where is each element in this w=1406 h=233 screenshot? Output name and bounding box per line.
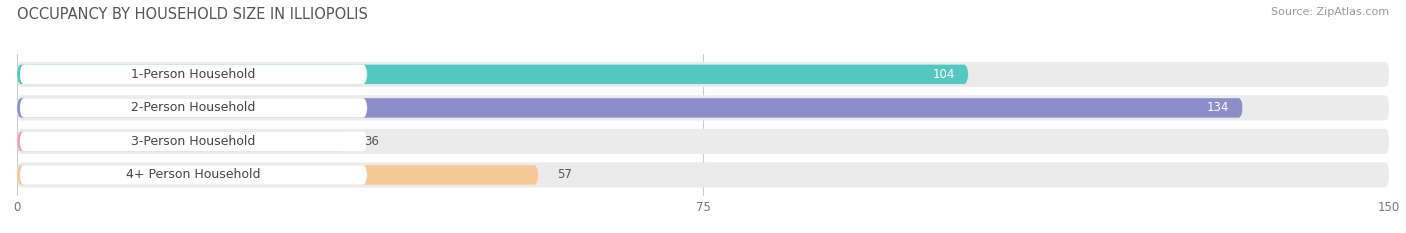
Text: 104: 104: [932, 68, 955, 81]
FancyBboxPatch shape: [17, 129, 1389, 154]
Text: 134: 134: [1206, 101, 1229, 114]
FancyBboxPatch shape: [17, 62, 1389, 87]
Text: 1-Person Household: 1-Person Household: [131, 68, 256, 81]
Text: OCCUPANCY BY HOUSEHOLD SIZE IN ILLIOPOLIS: OCCUPANCY BY HOUSEHOLD SIZE IN ILLIOPOLI…: [17, 7, 368, 22]
FancyBboxPatch shape: [20, 132, 367, 151]
Text: 3-Person Household: 3-Person Household: [131, 135, 256, 148]
Text: 4+ Person Household: 4+ Person Household: [127, 168, 260, 182]
FancyBboxPatch shape: [17, 132, 346, 151]
FancyBboxPatch shape: [17, 162, 1389, 188]
Text: 36: 36: [364, 135, 380, 148]
FancyBboxPatch shape: [17, 165, 538, 185]
Text: 57: 57: [557, 168, 571, 182]
FancyBboxPatch shape: [17, 95, 1389, 120]
FancyBboxPatch shape: [20, 98, 367, 118]
Text: 2-Person Household: 2-Person Household: [131, 101, 256, 114]
FancyBboxPatch shape: [20, 165, 367, 185]
FancyBboxPatch shape: [20, 65, 367, 84]
FancyBboxPatch shape: [17, 65, 969, 84]
FancyBboxPatch shape: [17, 98, 1243, 118]
Text: Source: ZipAtlas.com: Source: ZipAtlas.com: [1271, 7, 1389, 17]
